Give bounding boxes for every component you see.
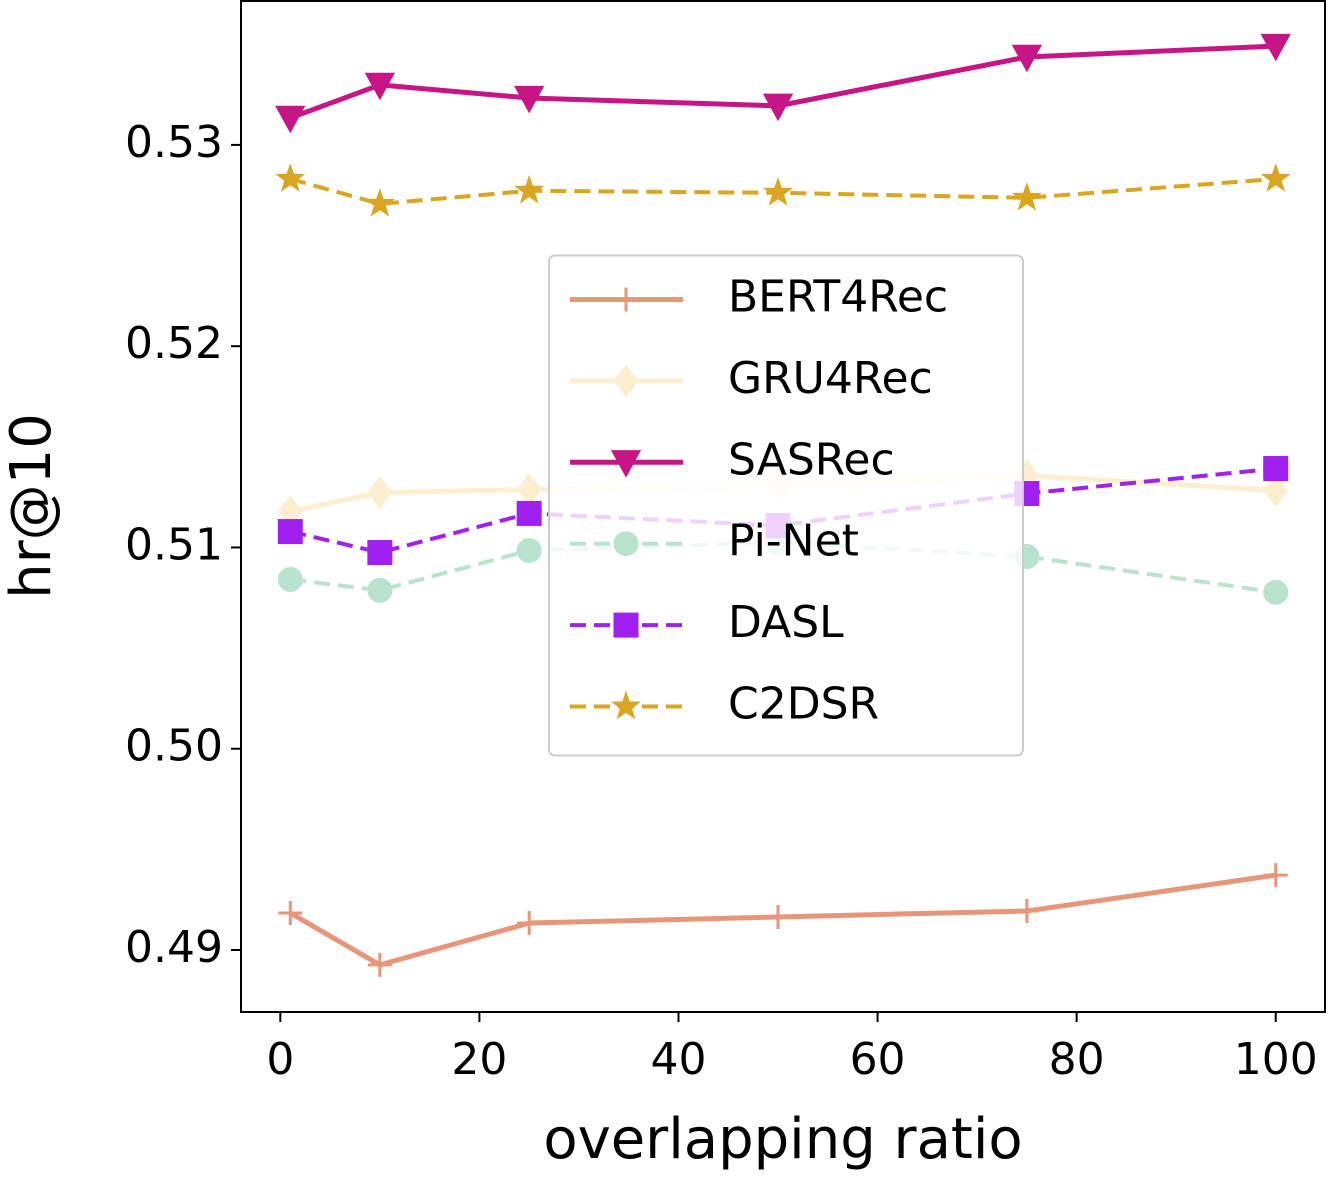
y-axis-label: hr@10 (0, 413, 64, 599)
marker (277, 566, 303, 592)
marker (1011, 182, 1042, 211)
marker (367, 476, 393, 509)
x-tick-label: 100 (1234, 1034, 1318, 1085)
marker (762, 93, 794, 122)
y-tick-label: 0.50 (125, 721, 223, 772)
marker (1011, 44, 1043, 73)
marker (610, 690, 642, 720)
y-tick-label: 0.53 (125, 117, 223, 168)
series-line (289, 176, 1276, 206)
marker (275, 105, 306, 134)
marker (514, 85, 545, 114)
marker (277, 519, 303, 545)
legend: BERT4Rec GRU4Rec SASRec Pi-Net DASL C2DSR (548, 254, 1024, 757)
marker (613, 612, 639, 638)
marker (514, 174, 545, 204)
series-line (289, 872, 1277, 968)
x-tick-label: 40 (650, 1034, 706, 1085)
marker (1263, 579, 1289, 605)
marker (1263, 863, 1288, 888)
y-tick-label: 0.51 (125, 519, 223, 570)
y-tick-label: 0.52 (125, 318, 223, 369)
legend-label: SASRec (728, 434, 895, 485)
marker (1260, 33, 1291, 62)
legend-label: C2DSR (728, 679, 879, 730)
legend-label: BERT4Rec (728, 272, 948, 323)
marker (614, 287, 638, 312)
marker (367, 577, 393, 603)
series-line (289, 43, 1276, 121)
marker (364, 72, 396, 101)
marker (613, 364, 639, 398)
marker (516, 473, 542, 506)
marker (278, 900, 303, 925)
x-tick-label: 80 (1049, 1034, 1105, 1085)
marker (367, 539, 393, 565)
legend-label: Pi-Net (728, 516, 859, 567)
legend-label: DASL (728, 597, 844, 648)
marker (613, 531, 639, 557)
marker (367, 952, 392, 977)
marker (517, 911, 542, 936)
marker (1014, 898, 1039, 923)
marker (610, 450, 642, 478)
marker (364, 188, 395, 217)
marker (766, 904, 791, 929)
marker (1260, 163, 1291, 192)
marker (1263, 456, 1289, 482)
legend-label: GRU4Rec (728, 353, 933, 404)
marker (275, 163, 306, 192)
marker (1263, 474, 1289, 507)
x-axis-label: overlapping ratio (543, 1107, 1022, 1172)
x-tick-label: 60 (850, 1034, 906, 1085)
marker (762, 176, 794, 206)
y-tick-label: 0.49 (125, 922, 223, 973)
marker (516, 537, 542, 563)
x-tick-label: 20 (451, 1034, 507, 1085)
x-tick-label: 0 (266, 1034, 294, 1085)
marker (516, 500, 542, 526)
plot-frame (240, 0, 1326, 1013)
